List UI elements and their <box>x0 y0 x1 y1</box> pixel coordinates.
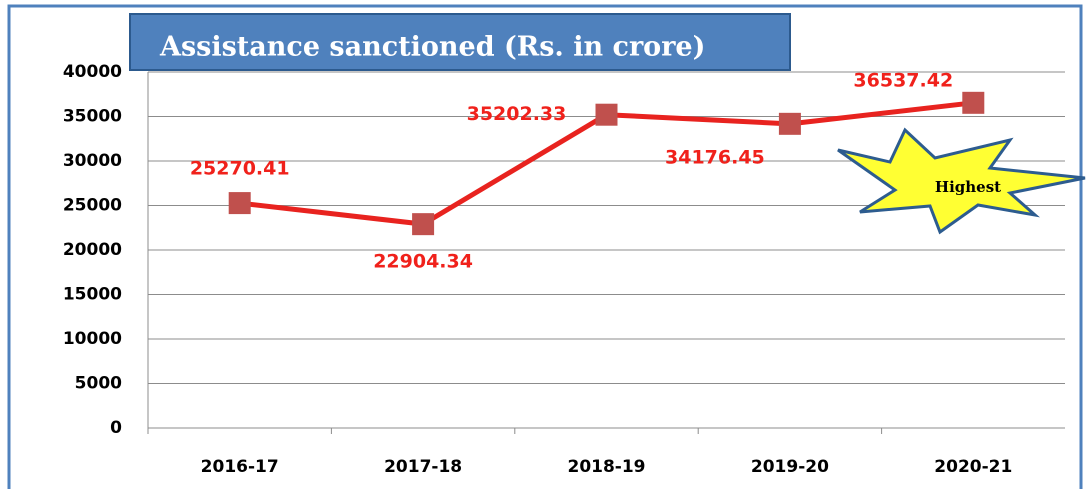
marker <box>412 213 435 236</box>
marker <box>962 91 985 114</box>
y-tick-label: 30000 <box>63 151 122 171</box>
plot-area: 0 5000 10000 15000 20000 25000 30000 35000 40000… <box>63 62 1065 477</box>
y-tick-label: 0 <box>110 418 122 438</box>
x-tick-label: 2016-17 <box>201 457 279 477</box>
x-tick-label: 2020-21 <box>934 457 1012 477</box>
marker <box>778 112 801 135</box>
annotation: Highest <box>935 178 1001 196</box>
y-tick-label: 20000 <box>63 240 122 260</box>
chart-title: Assistance sanctioned (Rs. in crore) <box>159 32 705 63</box>
y-tick-label: 35000 <box>63 107 122 127</box>
data-label: 22904.34 <box>373 251 473 273</box>
frame <box>7 4 1083 489</box>
starburst <box>837 127 1086 235</box>
x-tick-label: 2019-20 <box>751 457 829 477</box>
marker <box>228 192 251 215</box>
title-banner <box>129 13 791 71</box>
y-tick-label: 25000 <box>63 196 122 216</box>
y-tick-label: 40000 <box>63 62 122 82</box>
data-label: 34176.45 <box>665 146 765 168</box>
marker <box>595 103 618 126</box>
data-label: 25270.41 <box>190 158 290 180</box>
data-label: 36537.42 <box>853 69 953 91</box>
x-tick-label: 2017-18 <box>384 457 462 477</box>
x-tick-label: 2018-19 <box>567 457 645 477</box>
y-tick-label: 15000 <box>63 285 122 305</box>
y-tick-label: 10000 <box>63 329 122 349</box>
y-tick-label: 5000 <box>75 374 122 394</box>
data-label: 35202.33 <box>467 103 567 125</box>
